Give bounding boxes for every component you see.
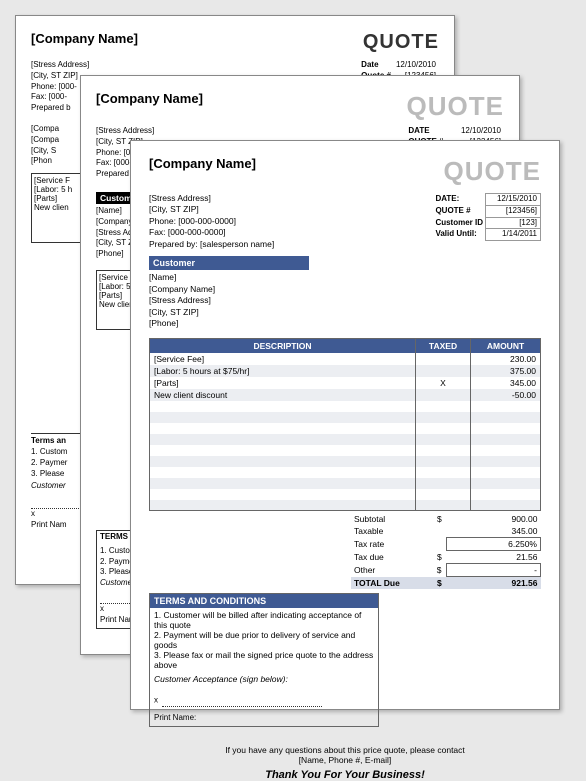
table-row	[150, 489, 541, 500]
totals-table: Subtotal$900.00Taxable345.00Tax rate6.25…	[351, 513, 541, 589]
table-row	[150, 423, 541, 434]
table-row	[150, 434, 541, 445]
line-items-table: DESCRIPTION TAXED AMOUNT [Service Fee]23…	[149, 338, 541, 512]
col-taxed: TAXED	[416, 338, 471, 353]
acceptance-label: Customer Acceptance (sign below):	[150, 672, 378, 692]
customer-section: Customer [Name][Company Name][Stress Add…	[149, 256, 541, 329]
quote-title: QUOTE	[363, 31, 439, 54]
table-row	[150, 478, 541, 489]
table-row	[150, 445, 541, 456]
col-description: DESCRIPTION	[150, 338, 416, 353]
term-line: 1. Customer will be billed after indicat…	[154, 610, 374, 630]
quote-title: QUOTE	[407, 91, 504, 122]
quote-title: QUOTE	[444, 156, 541, 187]
table-row: [Service Fee]230.00	[150, 353, 541, 365]
table-row	[150, 412, 541, 423]
customer-heading: Customer	[149, 256, 309, 270]
print-name-label: Print Name:	[150, 713, 378, 726]
totals-row: Other$-	[351, 564, 541, 577]
terms-heading: TERMS AND CONDITIONS	[150, 594, 378, 608]
quote-page-front: [Company Name] QUOTE [Stress Address][Ci…	[130, 140, 560, 710]
totals-row: Subtotal$900.00	[351, 513, 541, 525]
totals-grand: TOTAL Due$921.56	[351, 577, 541, 590]
table-row	[150, 467, 541, 478]
term-line: 3. Please fax or mail the signed price q…	[154, 650, 374, 670]
term-line: 2. Payment will be due prior to delivery…	[154, 630, 374, 650]
table-row: New client discount-50.00	[150, 389, 541, 401]
sender-address: [Stress Address][City, ST ZIP]Phone: [00…	[149, 193, 274, 250]
company-name: [Company Name]	[96, 91, 203, 106]
terms-box: TERMS AND CONDITIONS 1. Customer will be…	[149, 593, 379, 727]
totals-row: Tax due$21.56	[351, 551, 541, 564]
table-row: [Parts]X345.00	[150, 377, 541, 389]
company-name: [Company Name]	[31, 31, 138, 46]
col-amount: AMOUNT	[471, 338, 541, 353]
table-row: [Labor: 5 hours at $75/hr]375.00	[150, 365, 541, 377]
table-row	[150, 500, 541, 511]
table-row	[150, 401, 541, 412]
totals-row: Tax rate6.250%	[351, 538, 541, 551]
company-name: [Company Name]	[149, 156, 256, 171]
quote-meta: DATE:12/15/2010 QUOTE #[123456] Customer…	[433, 193, 541, 241]
footer-contact: If you have any questions about this pri…	[149, 745, 541, 755]
table-row	[150, 456, 541, 467]
thank-you: Thank You For Your Business!	[149, 769, 541, 781]
footer-contact-details: [Name, Phone #, E-mail]	[149, 755, 541, 765]
footer: If you have any questions about this pri…	[149, 745, 541, 781]
totals-row: Taxable345.00	[351, 525, 541, 538]
